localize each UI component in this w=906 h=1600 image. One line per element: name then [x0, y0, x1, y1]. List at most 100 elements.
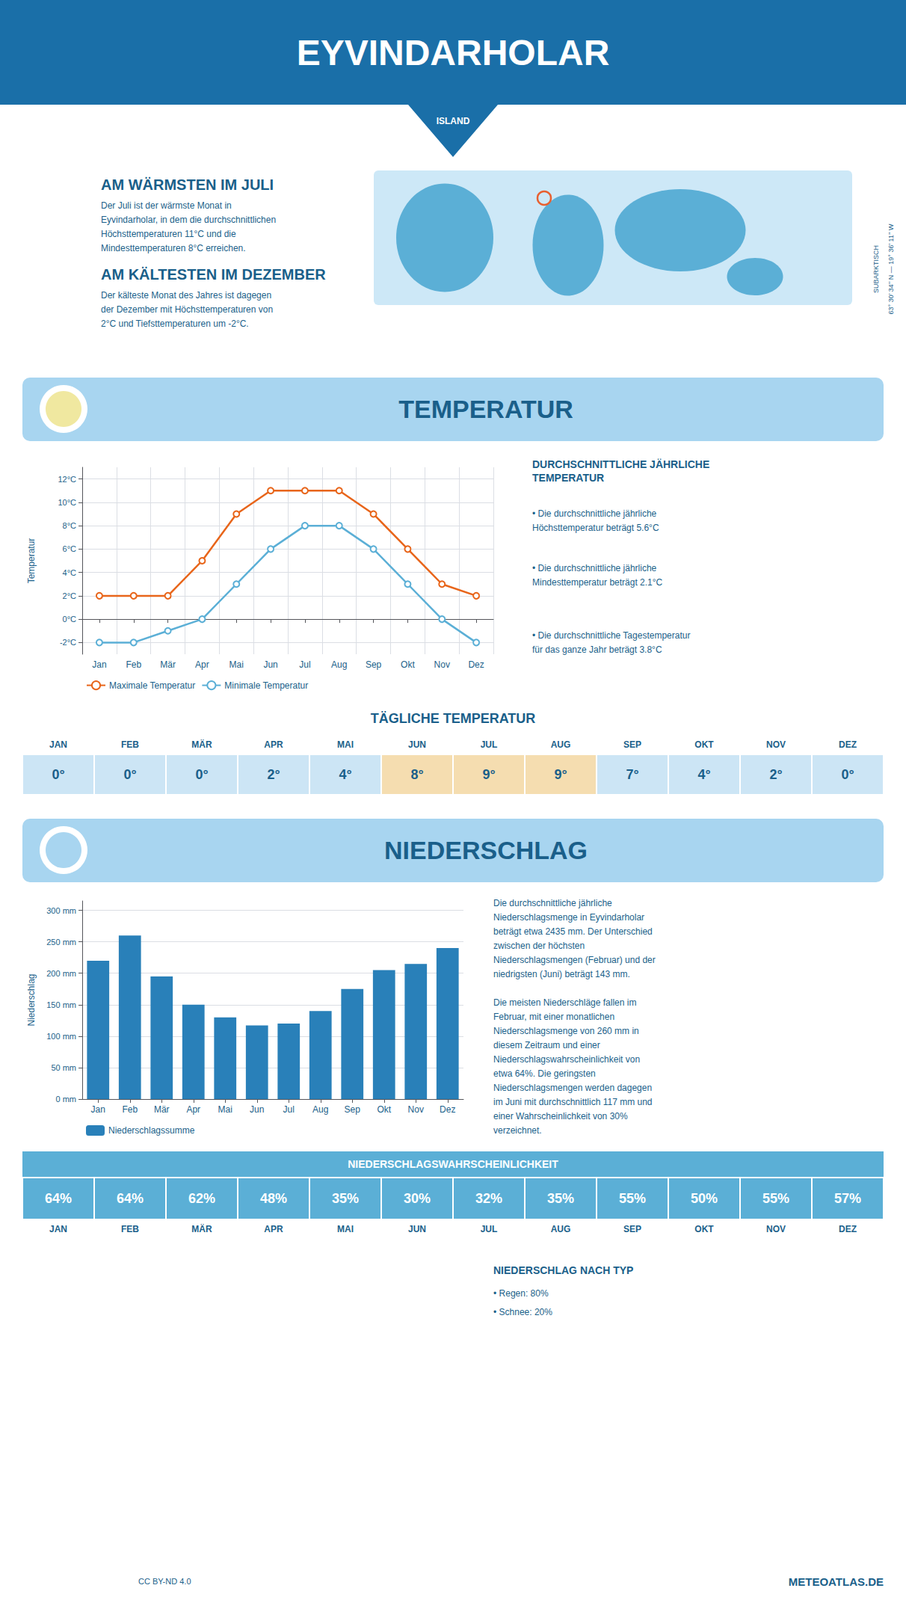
svg-text:niedrigsten (Juni) beträgt 143: niedrigsten (Juni) beträgt 143 mm. — [493, 968, 631, 980]
svg-text:ISLAND: ISLAND — [436, 115, 471, 127]
svg-text:SEP: SEP — [623, 1223, 642, 1235]
svg-text:AM KÄLTESTEN IM DEZEMBER: AM KÄLTESTEN IM DEZEMBER — [100, 266, 326, 283]
svg-text:8°: 8° — [410, 766, 424, 782]
svg-text:55%: 55% — [618, 1190, 646, 1206]
svg-text:Sep: Sep — [365, 659, 382, 670]
svg-text:9°: 9° — [553, 766, 567, 782]
svg-text:Maximale Temperatur: Maximale Temperatur — [109, 680, 196, 691]
svg-text:57%: 57% — [834, 1190, 862, 1206]
svg-text:4°: 4° — [338, 766, 352, 782]
svg-text:64%: 64% — [44, 1190, 72, 1206]
svg-text:APR: APR — [263, 739, 284, 750]
svg-text:-2°C: -2°C — [59, 637, 77, 647]
svg-text:Jul: Jul — [299, 659, 311, 670]
svg-text:50 mm: 50 mm — [50, 1062, 77, 1072]
svg-text:0°: 0° — [51, 766, 65, 782]
svg-text:Aug: Aug — [312, 1104, 329, 1115]
svg-text:Nov: Nov — [408, 1104, 424, 1115]
svg-text:SEP: SEP — [623, 739, 642, 750]
svg-text:einer Wahrscheinlichkeit von 3: einer Wahrscheinlichkeit von 30% — [493, 1110, 628, 1122]
svg-text:• Die durchschnittliche jährli: • Die durchschnittliche jährliche — [532, 562, 658, 574]
svg-text:MÄR: MÄR — [191, 738, 213, 750]
svg-text:0°: 0° — [195, 766, 208, 782]
svg-text:Niederschlagsmenge in Eyvindar: Niederschlagsmenge in Eyvindarholar — [493, 911, 645, 923]
svg-text:etwa 64%. Die geringsten: etwa 64%. Die geringsten — [493, 1068, 596, 1079]
svg-text:CC BY-ND 4.0: CC BY-ND 4.0 — [138, 1576, 192, 1586]
svg-text:Mai: Mai — [218, 1104, 233, 1115]
svg-text:Niederschlag: Niederschlag — [26, 973, 37, 1026]
svg-text:12°C: 12°C — [57, 474, 77, 484]
svg-text:4°: 4° — [697, 766, 711, 782]
svg-text:Mai: Mai — [229, 659, 244, 670]
svg-text:Die durchschnittliche jährlich: Die durchschnittliche jährliche — [493, 897, 613, 909]
svg-text:der Dezember mit Höchsttempera: der Dezember mit Höchsttemperaturen von — [100, 304, 273, 315]
svg-text:DEZ: DEZ — [838, 1223, 857, 1235]
svg-text:Temperatur: Temperatur — [26, 538, 37, 584]
svg-text:NIEDERSCHLAGSWAHRSCHEINLICHKEI: NIEDERSCHLAGSWAHRSCHEINLICHKEIT — [347, 1157, 559, 1170]
svg-text:im Juni mit durchschnittlich 1: im Juni mit durchschnittlich 117 mm und — [493, 1096, 653, 1108]
svg-text:Minimale Temperatur: Minimale Temperatur — [224, 680, 308, 691]
svg-text:für das ganze Jahr beträgt 3.8: für das ganze Jahr beträgt 3.8°C — [532, 644, 663, 655]
svg-text:Nov: Nov — [434, 659, 451, 670]
svg-text:62%: 62% — [188, 1190, 216, 1206]
svg-text:NIEDERSCHLAG NACH TYP: NIEDERSCHLAG NACH TYP — [493, 1264, 634, 1277]
svg-text:diesem Zeitraum und einer: diesem Zeitraum und einer — [493, 1039, 601, 1051]
svg-text:10°C: 10°C — [57, 497, 77, 507]
svg-text:35%: 35% — [331, 1190, 359, 1206]
svg-text:9°: 9° — [482, 766, 495, 782]
svg-text:200 mm: 200 mm — [46, 968, 77, 978]
svg-text:FEB: FEB — [121, 1223, 140, 1235]
svg-text:JAN: JAN — [49, 739, 68, 750]
svg-text:0°C: 0°C — [62, 614, 77, 624]
svg-text:AUG: AUG — [550, 1223, 572, 1235]
svg-text:Okt: Okt — [376, 1104, 391, 1115]
svg-text:250 mm: 250 mm — [46, 937, 77, 947]
svg-text:2°: 2° — [266, 766, 280, 782]
svg-text:MÄR: MÄR — [191, 1222, 213, 1235]
svg-text:Apr: Apr — [186, 1104, 201, 1115]
svg-text:JUN: JUN — [408, 1223, 427, 1235]
svg-text:Dez: Dez — [467, 659, 484, 670]
svg-text:Niederschlagsmengen werden dag: Niederschlagsmengen werden dagegen — [493, 1082, 652, 1093]
svg-text:beträgt etwa 2435 mm. Der Unte: beträgt etwa 2435 mm. Der Unterschied — [493, 926, 653, 937]
svg-text:• Die durchschnittliche Tagest: • Die durchschnittliche Tagestemperatur — [532, 630, 690, 641]
svg-text:AM WÄRMSTEN IM JULI: AM WÄRMSTEN IM JULI — [100, 176, 274, 193]
svg-text:EYVINDARHOLAR: EYVINDARHOLAR — [296, 32, 610, 73]
svg-text:• Regen: 80%: • Regen: 80% — [493, 1287, 549, 1299]
svg-text:2°: 2° — [769, 766, 782, 782]
svg-text:Niederschlagsmengen (Februar): Niederschlagsmengen (Februar) und der — [493, 954, 656, 966]
svg-text:30%: 30% — [403, 1190, 431, 1206]
svg-text:Feb: Feb — [125, 659, 142, 670]
svg-text:Niederschlagsmenge von 260 mm: Niederschlagsmenge von 260 mm in — [493, 1025, 640, 1037]
svg-text:Höchsttemperaturen 11°C und di: Höchsttemperaturen 11°C und die — [100, 228, 237, 240]
svg-text:FEB: FEB — [121, 739, 140, 750]
svg-text:50%: 50% — [690, 1190, 718, 1206]
svg-text:NOV: NOV — [766, 739, 786, 750]
svg-text:JUL: JUL — [480, 739, 498, 750]
svg-text:DEZ: DEZ — [838, 739, 857, 750]
svg-text:JAN: JAN — [49, 1223, 68, 1235]
svg-text:63° 30’ 34’’ N — 19° 36’ 11’’: 63° 30’ 34’’ N — 19° 36’ 11’’ W — [887, 223, 895, 314]
svg-text:TEMPERATUR: TEMPERATUR — [398, 394, 574, 424]
svg-text:2°C: 2°C — [62, 591, 77, 601]
svg-text:64%: 64% — [116, 1190, 144, 1206]
svg-text:Jan: Jan — [91, 659, 107, 670]
svg-text:Der kälteste Monat des Jahres: Der kälteste Monat des Jahres ist dagege… — [100, 290, 272, 301]
svg-text:Dez: Dez — [439, 1104, 456, 1115]
svg-text:Eyvindarholar, in dem die durc: Eyvindarholar, in dem die durchschnittli… — [100, 214, 276, 226]
svg-text:DURCHSCHNITTLICHE JÄHRLICHE: DURCHSCHNITTLICHE JÄHRLICHE — [532, 458, 710, 471]
svg-text:METEOATLAS.DE: METEOATLAS.DE — [788, 1575, 884, 1588]
svg-text:NIEDERSCHLAG: NIEDERSCHLAG — [384, 835, 588, 865]
svg-text:NOV: NOV — [766, 1223, 786, 1235]
svg-text:100 mm: 100 mm — [46, 1031, 77, 1041]
svg-text:SUBARKTISCH: SUBARKTISCH — [872, 245, 880, 294]
svg-text:zwischen der höchsten: zwischen der höchsten — [493, 940, 585, 951]
svg-text:0 mm: 0 mm — [56, 1094, 77, 1104]
svg-text:Jul: Jul — [283, 1104, 295, 1115]
svg-text:Höchsttemperatur beträgt 5.6°C: Höchsttemperatur beträgt 5.6°C — [532, 522, 660, 533]
svg-text:2°C und Tiefsttemperaturen um: 2°C und Tiefsttemperaturen um -2°C. — [100, 318, 249, 329]
svg-text:Die meisten Niederschläge fall: Die meisten Niederschläge fallen im — [493, 997, 637, 1008]
svg-text:TÄGLICHE TEMPERATUR: TÄGLICHE TEMPERATUR — [370, 710, 536, 726]
svg-text:7°: 7° — [625, 766, 639, 782]
svg-text:Jan: Jan — [91, 1104, 106, 1115]
